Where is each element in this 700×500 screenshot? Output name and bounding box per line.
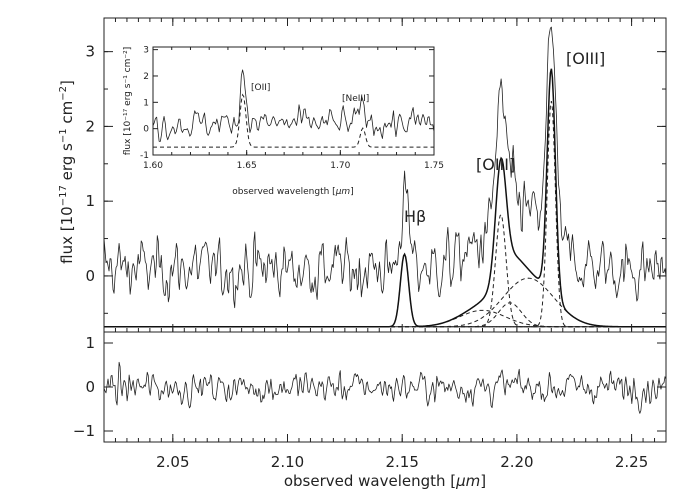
- x-tick-label: 2.20: [500, 453, 533, 471]
- x-tick-label: 2.10: [271, 453, 304, 471]
- inset-y-tick-label: 3: [143, 46, 149, 56]
- annotation-oiii-5007: [OIII]: [566, 49, 605, 68]
- x-tick-label: 2.05: [156, 453, 189, 471]
- inset-observed-spectrum-line: [152, 69, 435, 142]
- inset-y-tick-label: -1: [140, 151, 149, 161]
- total-fit-line: [104, 68, 666, 328]
- main-y-tick-label: 0: [85, 267, 95, 285]
- main-y-tick-label: 3: [85, 43, 95, 61]
- x-axis-label: observed wavelength [μm]: [284, 472, 486, 490]
- main-panel: 0 1 2 3 Hβ [OIII] [OIII]: [85, 17, 667, 333]
- inset-x-tick-label: 1.60: [143, 161, 163, 171]
- fit-component-6: [104, 302, 666, 328]
- inset-x-axis-label: observed wavelength [μm]: [232, 187, 353, 197]
- resid-y-tick-label: 0: [85, 378, 95, 396]
- resid-y-tick-label: 1: [85, 334, 95, 352]
- inset-y-tick-label: 1: [143, 98, 149, 108]
- x-tick-label: 2.15: [386, 453, 419, 471]
- inset-x-tick-label: 1.70: [330, 161, 350, 171]
- inset-x-tick-label: 1.75: [424, 161, 444, 171]
- inset-x-tick-label: 1.65: [237, 161, 257, 171]
- inset-frame: [152, 46, 435, 156]
- fit-component-2: [104, 213, 666, 328]
- inset-panel: 1.60 1.65 1.70 1.75 -1 0 1 2 3 [OII] [NeIII] obs…: [123, 46, 444, 197]
- inset-annotation-neiii: [NeIII]: [342, 94, 369, 104]
- y-axis-label: flux [10−17 erg s−1 cm−2]: [58, 80, 76, 264]
- residual-panel-frame: [103, 331, 667, 443]
- main-y-tick-label: 2: [85, 117, 95, 135]
- resid-y-tick-label: −1: [73, 422, 95, 440]
- annotation-hbeta: Hβ: [404, 207, 426, 226]
- inset-y-axis-label: flux [10⁻¹⁷ erg s⁻¹ cm⁻²]: [123, 47, 133, 156]
- residual-line: [103, 361, 667, 414]
- fit-component-5: [104, 277, 666, 328]
- annotation-oiii-4959: [OIII]: [476, 155, 515, 174]
- inset-y-tick-label: 2: [143, 72, 149, 82]
- x-tick-label: 2.25: [615, 453, 648, 471]
- main-y-tick-label: 1: [85, 192, 95, 210]
- inset-annotation-oii: [OII]: [251, 83, 270, 93]
- residual-panel: 2.05 2.10 2.15 2.20 2.25 −1 0 1: [73, 331, 667, 471]
- inset-background: [153, 47, 434, 155]
- inset-y-tick-label: 0: [143, 125, 149, 135]
- observed-spectrum-line: [103, 26, 667, 309]
- fit-component-4: [104, 309, 666, 328]
